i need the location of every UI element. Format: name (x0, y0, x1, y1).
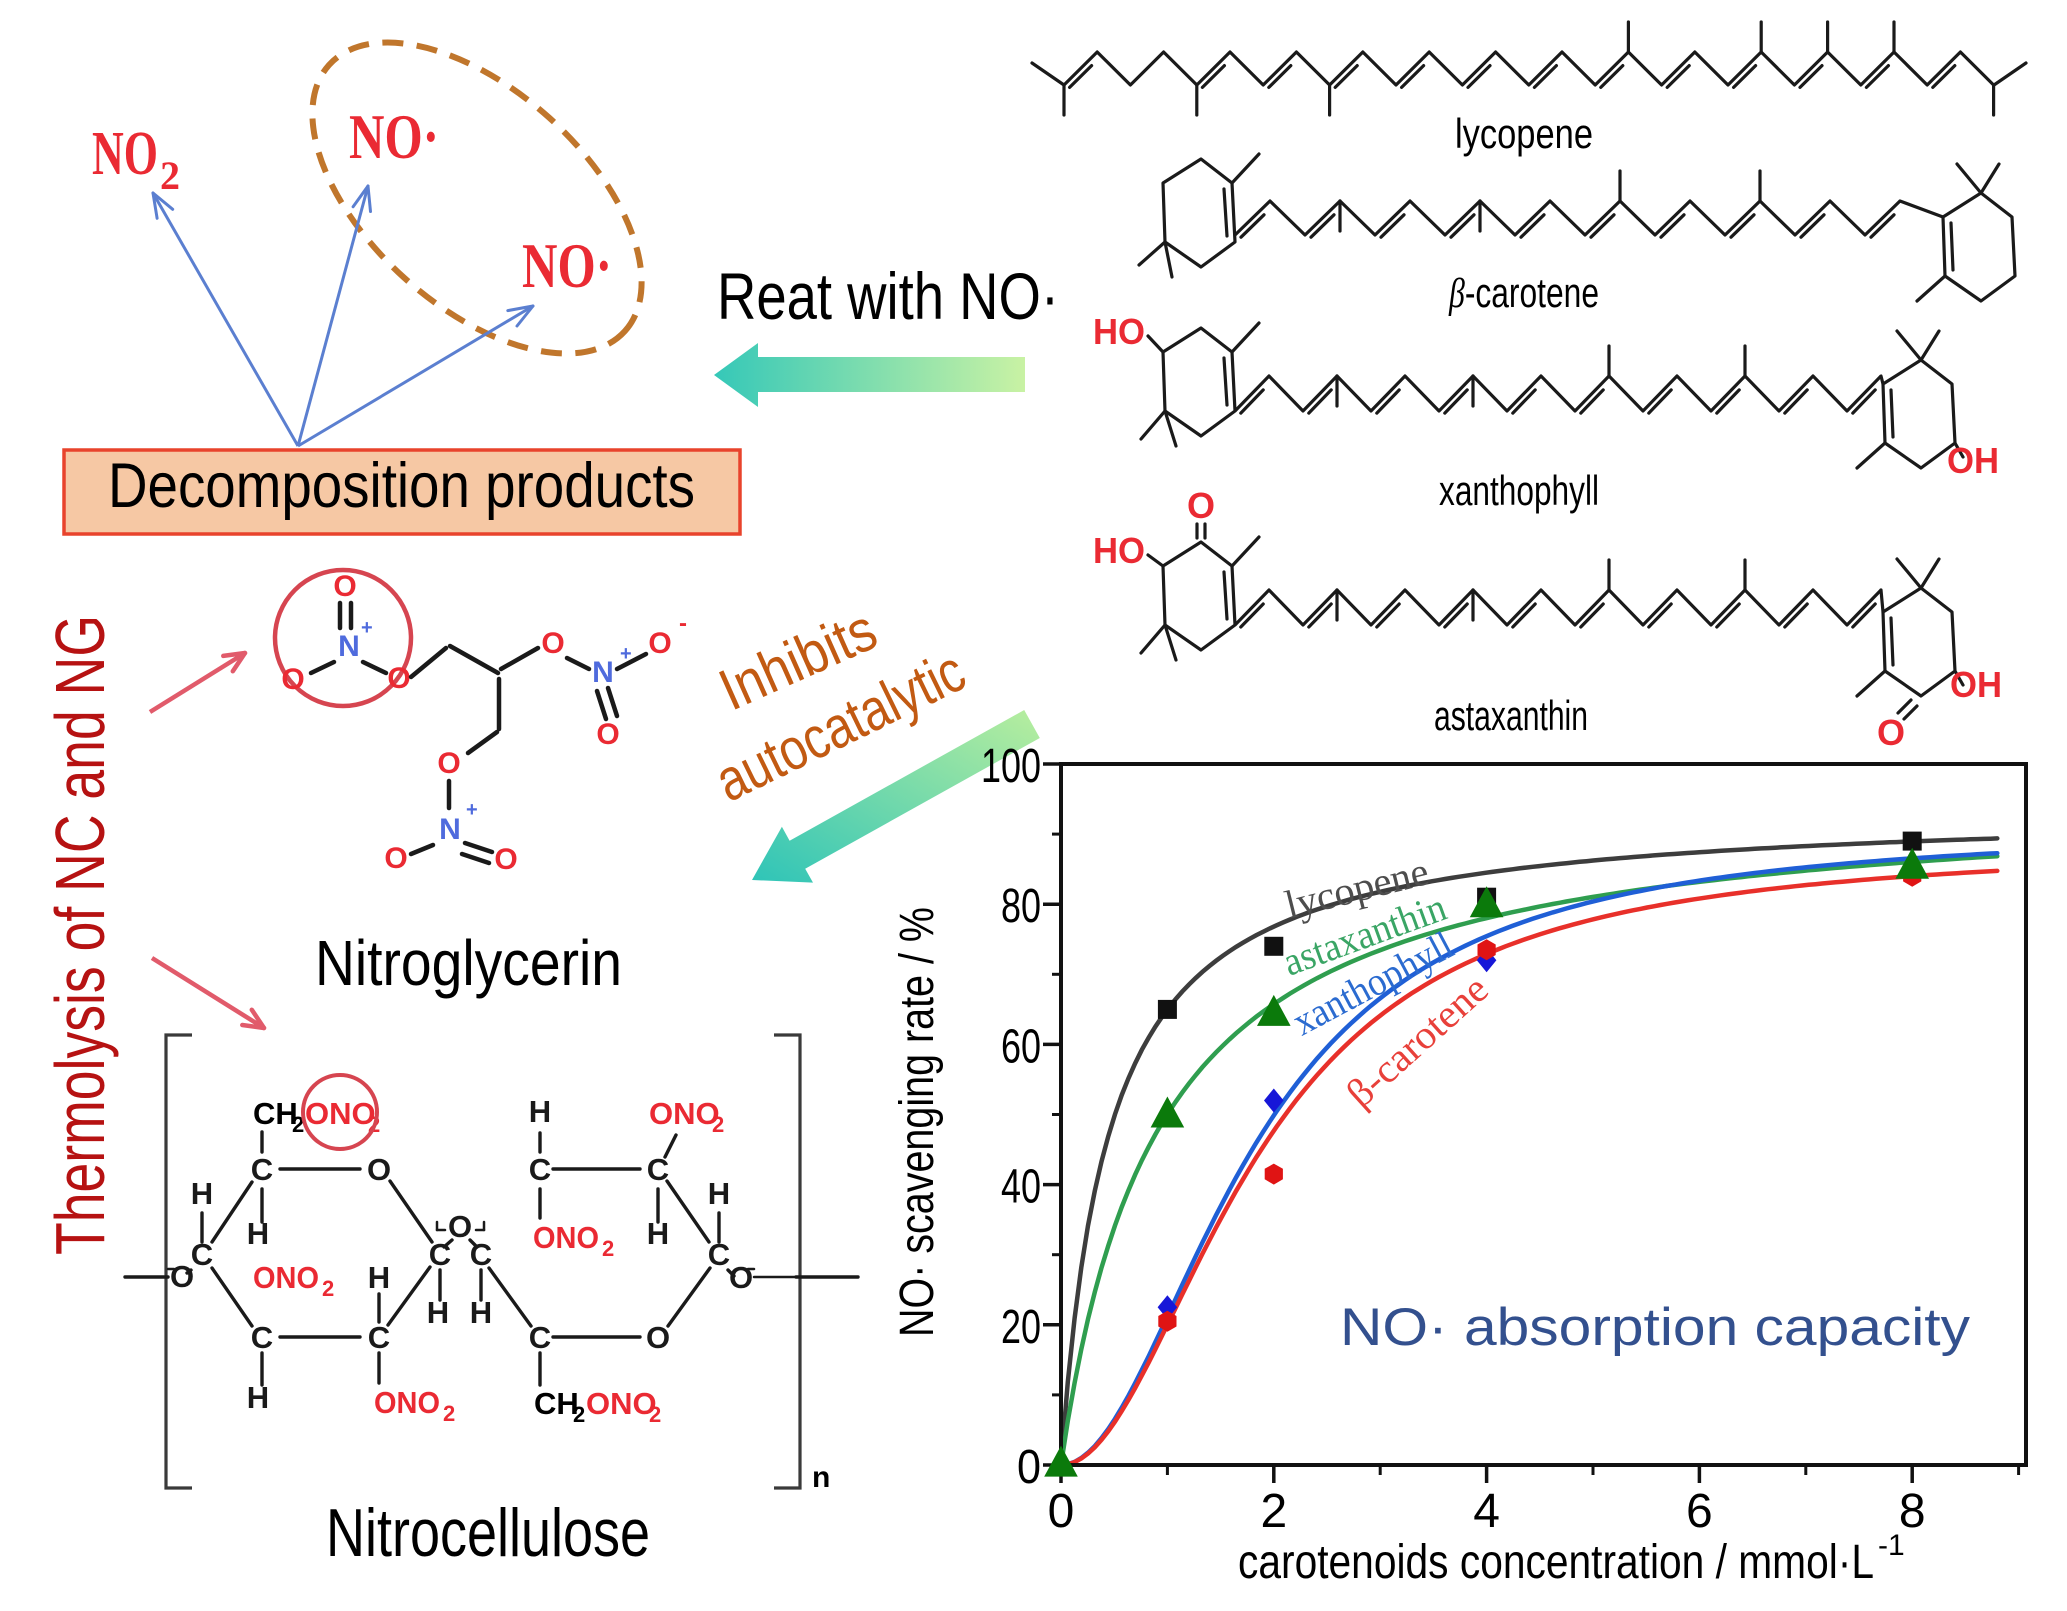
svg-text:ONO: ONO (374, 1385, 440, 1420)
svg-text:H: H (708, 1176, 730, 1211)
svg-text:2: 2 (292, 1112, 304, 1137)
svg-text:+: + (361, 617, 373, 639)
svg-text:NO: NO (92, 120, 158, 188)
svg-text:ONO: ONO (649, 1096, 720, 1131)
svg-text:NO· absorption capacity: NO· absorption capacity (1340, 1298, 1971, 1357)
svg-text:H: H (247, 1216, 269, 1251)
svg-text:60: 60 (1001, 1020, 1041, 1073)
svg-text:ONO: ONO (305, 1096, 376, 1131)
svg-text:HO: HO (1093, 311, 1145, 352)
svg-text:H: H (647, 1216, 669, 1251)
svg-text:OH: OH (1950, 664, 2002, 705)
svg-text:2: 2 (602, 1236, 614, 1261)
svg-text:0: 0 (1017, 1441, 1041, 1494)
svg-text:xanthophyll: xanthophyll (1439, 467, 1599, 514)
svg-text:C: C (368, 1320, 390, 1355)
svg-text:O: O (729, 1260, 753, 1295)
svg-text:2: 2 (443, 1401, 455, 1426)
svg-text:H: H (427, 1295, 449, 1330)
svg-text:O: O (448, 1209, 472, 1244)
svg-text:O: O (384, 842, 407, 875)
svg-text:H: H (247, 1380, 269, 1415)
svg-text:carotenoids concentration / mm: carotenoids concentration / mmol·L (1238, 1536, 1874, 1589)
svg-text:O: O (541, 627, 564, 660)
svg-text:CH: CH (534, 1386, 579, 1421)
svg-text:NO·: NO· (349, 102, 439, 172)
svg-text:HO: HO (1093, 530, 1145, 571)
svg-text:ONO: ONO (586, 1386, 657, 1421)
svg-text:0: 0 (1048, 1485, 1075, 1538)
svg-text:C: C (647, 1152, 669, 1187)
svg-text:-: - (679, 610, 687, 637)
svg-text:ONO: ONO (253, 1260, 319, 1295)
svg-text:8: 8 (1899, 1485, 1926, 1538)
svg-text:2: 2 (1260, 1485, 1287, 1538)
svg-text:O: O (170, 1259, 194, 1294)
svg-text:H: H (191, 1176, 213, 1211)
svg-text:O: O (648, 627, 671, 660)
svg-text:6: 6 (1686, 1485, 1713, 1538)
svg-text:+: + (620, 643, 632, 665)
svg-text:2: 2 (573, 1402, 585, 1427)
svg-text:Nitroglycerin: Nitroglycerin (315, 927, 622, 999)
svg-text:H: H (368, 1260, 390, 1295)
svg-text:ONO: ONO (533, 1220, 599, 1255)
svg-text:C: C (191, 1237, 213, 1272)
svg-text:O: O (494, 843, 517, 876)
svg-text:C: C (251, 1152, 273, 1187)
svg-text:O: O (281, 663, 304, 696)
svg-text:C: C (529, 1152, 551, 1187)
svg-text:2: 2 (712, 1112, 724, 1137)
svg-text:Nitrocellulose: Nitrocellulose (326, 1495, 650, 1571)
svg-text:80: 80 (1001, 880, 1041, 933)
svg-text:2: 2 (160, 153, 180, 198)
svg-text:Reat with NO·: Reat with NO· (717, 259, 1059, 333)
svg-text:β-carotene: β-carotene (1448, 269, 1599, 317)
svg-text:4: 4 (1473, 1485, 1500, 1538)
svg-text:100: 100 (981, 740, 1041, 793)
svg-text:O: O (367, 1152, 391, 1187)
svg-text:astaxanthin: astaxanthin (1434, 692, 1588, 739)
svg-text:-1: -1 (1878, 1529, 1905, 1562)
svg-text:O: O (437, 747, 460, 780)
svg-text:lycopene: lycopene (1455, 110, 1593, 157)
svg-text:N: N (439, 813, 461, 846)
svg-text:20: 20 (1001, 1301, 1041, 1354)
svg-text:O: O (1877, 712, 1905, 753)
svg-text:O: O (387, 662, 410, 695)
svg-text:CH: CH (253, 1096, 298, 1131)
svg-text:2: 2 (649, 1402, 661, 1427)
svg-text:O: O (596, 718, 619, 751)
svg-text:C: C (708, 1237, 730, 1272)
svg-text:+: + (466, 799, 478, 821)
svg-text:O: O (646, 1320, 670, 1355)
svg-text:n: n (812, 1461, 830, 1494)
svg-text:NO· scavenging rate / %: NO· scavenging rate / % (891, 907, 944, 1337)
svg-text:Thermolysis of NC and NG: Thermolysis of NC and NG (41, 615, 119, 1255)
svg-text:OH: OH (1947, 440, 1999, 481)
svg-text:O: O (1187, 485, 1215, 526)
svg-text:N: N (338, 630, 360, 663)
svg-text:Decomposition products: Decomposition products (108, 451, 695, 521)
svg-text:H: H (529, 1094, 551, 1129)
svg-text:O: O (333, 570, 356, 603)
svg-text:C: C (529, 1320, 551, 1355)
svg-text:N: N (592, 656, 614, 689)
svg-text:C: C (251, 1320, 273, 1355)
svg-text:2: 2 (322, 1276, 334, 1301)
svg-text:H: H (470, 1295, 492, 1330)
svg-text:40: 40 (1001, 1161, 1041, 1214)
svg-text:NO·: NO· (522, 231, 612, 301)
